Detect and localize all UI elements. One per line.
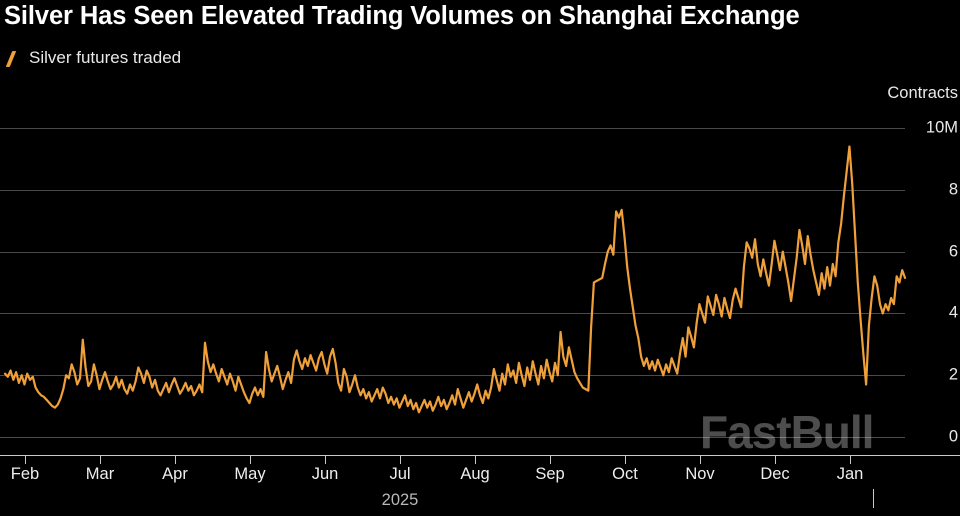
y-tick-label-0: 0: [948, 427, 958, 446]
gridline-10: [0, 128, 905, 129]
x-tick-label-jan: Jan: [836, 465, 864, 483]
x-tick-label-jun: Jun: [311, 465, 339, 483]
x-tick-mark-may: [250, 455, 251, 464]
x-axis-year-separator: [873, 489, 874, 508]
series-line-silver-futures: [3, 145, 907, 414]
x-tick-label-apr: Apr: [162, 465, 188, 483]
plot-area: 0 2 4 6 8 10M: [0, 110, 960, 458]
slash-marker-icon: [5, 50, 20, 67]
series-path-0: [3, 145, 907, 414]
gridline-2: [0, 375, 905, 377]
x-axis-year-label: 2025: [381, 491, 419, 509]
x-tick-mark-mar: [100, 455, 101, 464]
x-tick-mark-nov: [700, 455, 701, 464]
x-tick-mark-jun: [325, 455, 326, 464]
x-tick-mark-oct: [625, 455, 626, 464]
gridline-6: [0, 251, 905, 253]
x-tick-label-aug: Aug: [460, 465, 490, 483]
x-axis: Feb Mar Apr May Jun Jul Aug Sep Oct Nov Dec Jan 2025: [0, 455, 960, 516]
y-tick-label-8: 8: [948, 180, 958, 199]
x-tick-label-sep: Sep: [535, 465, 565, 483]
x-tick-label-dec: Dec: [760, 465, 790, 483]
legend-item-label: Silver futures traded: [29, 48, 182, 67]
y-axis-unit-label: Contracts: [887, 84, 958, 102]
x-tick-mark-jul: [400, 455, 401, 464]
x-tick-label-oct: Oct: [612, 465, 638, 483]
x-tick-mark-sep: [550, 455, 551, 464]
x-tick-label-mar: Mar: [85, 465, 115, 483]
gridline-0: [0, 437, 905, 438]
x-tick-label-jul: Jul: [389, 465, 411, 483]
gridline-8: [0, 189, 905, 191]
x-tick-mark-dec: [775, 455, 776, 464]
x-tick-mark-feb: [25, 455, 26, 464]
y-tick-label-4: 4: [948, 303, 958, 322]
gridline-4: [0, 313, 905, 315]
chart-legend: Silver futures traded: [5, 48, 182, 68]
page-title: Silver Has Seen Elevated Trading Volumes…: [4, 2, 800, 30]
y-tick-label-10: 10M: [925, 118, 958, 137]
y-tick-label-6: 6: [948, 242, 958, 261]
x-tick-mark-jan: [850, 455, 851, 464]
x-tick-label-nov: Nov: [685, 465, 715, 483]
x-tick-mark-aug: [475, 455, 476, 464]
x-tick-mark-apr: [175, 455, 176, 464]
y-tick-label-2: 2: [948, 365, 958, 384]
x-tick-label-may: May: [234, 465, 266, 483]
x-axis-line: [0, 455, 960, 456]
x-tick-label-feb: Feb: [10, 465, 40, 483]
